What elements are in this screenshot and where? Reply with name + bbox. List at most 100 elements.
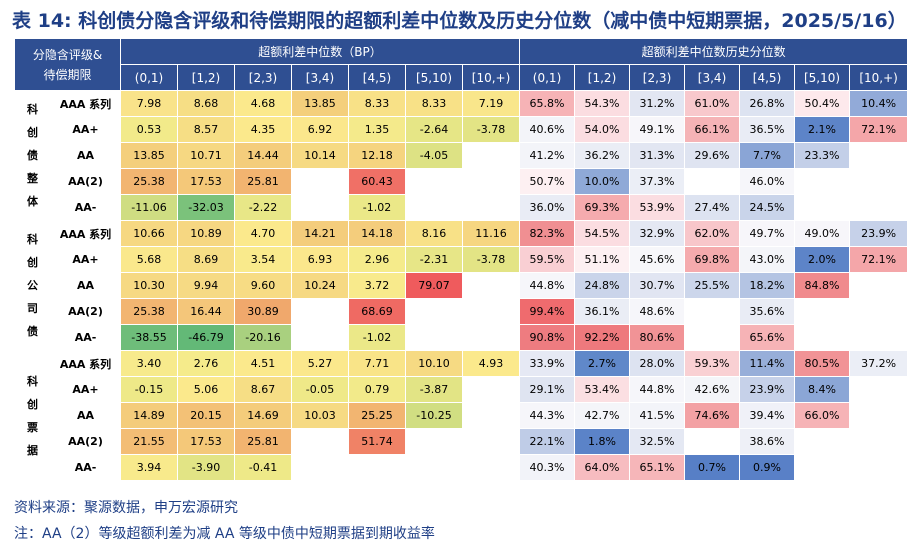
spread-table: 分隐含评级& 待偿期限 超额利差中位数（BP） 超额利差中位数历史分位数 (0,… (13, 38, 909, 481)
spread-cell: 4.68 (234, 90, 293, 117)
percentile-cell (849, 324, 909, 351)
percentile-cell: 74.6% (684, 402, 741, 429)
spread-cell: 6.93 (291, 246, 350, 273)
spread-cell: 17.53 (177, 168, 236, 195)
percentile-cell: 50.4% (794, 90, 851, 117)
spread-cell: 8.33 (405, 90, 464, 117)
table-row: 科创债整体 AAA 系列 7.98 8.68 4.68 13.85 8.33 8.33 7.19… (14, 90, 909, 221)
header-percentile-group: 超额利差中位数历史分位数 (519, 38, 909, 65)
table-row: AA(2) 25.38 17.53 25.81 60.43 50.7% 10.0% 37.3%… (15, 168, 909, 195)
spread-cell: 4.35 (234, 116, 293, 143)
group-label: 科创票据 (14, 350, 51, 481)
header-corner-line2: 待偿期限 (43, 67, 92, 82)
spread-cell (462, 272, 521, 299)
table-row: AA 10.30 9.94 9.60 10.24 3.72 79.07 44.8% 24.8% 3… (15, 272, 909, 299)
percentile-cell: 25.5% (684, 272, 741, 299)
spread-cell (405, 324, 464, 351)
percentile-cell: 37.2% (849, 350, 909, 377)
percentile-cell: 22.1% (519, 428, 576, 455)
spread-cell (405, 298, 464, 325)
percentile-cell: 54.5% (574, 220, 631, 247)
percentile-cell: 42.6% (684, 376, 741, 403)
percentile-cell (849, 168, 909, 195)
percentile-cell: 46.0% (739, 168, 796, 195)
spread-cell (462, 324, 521, 351)
spread-cell (462, 298, 521, 325)
rating-label: AAA 系列 (49, 350, 122, 377)
percentile-cell: 40.6% (519, 116, 576, 143)
spread-cell (462, 142, 521, 169)
spread-cell (405, 194, 464, 221)
spread-cell (462, 428, 521, 455)
percentile-cell: 61.0% (684, 90, 741, 117)
spread-cell: 7.98 (120, 90, 179, 117)
rating-label: AA- (49, 454, 122, 481)
spread-cell (462, 454, 521, 481)
spread-cell (291, 324, 350, 351)
percentile-cell: 92.2% (574, 324, 631, 351)
spread-cell: 8.33 (348, 90, 407, 117)
table-row: AA- 3.94 -3.90 -0.41 40.3% 64.0% 65.1% 0.7% 0.9% (15, 454, 909, 481)
header-spread-bucket: [2,3) (234, 64, 293, 91)
table-row: AA+ 5.68 8.69 3.54 6.93 2.96 -2.31 -3.78 59.5% 51… (15, 246, 909, 273)
rating-label: AA+ (49, 116, 122, 143)
spread-cell: 14.89 (120, 402, 179, 429)
spread-cell: 25.81 (234, 168, 293, 195)
table-row: AA- -11.06 -32.03 -2.22 -1.02 36.0% 69.3% 53.9%… (15, 194, 909, 221)
spread-cell: 1.35 (348, 116, 407, 143)
percentile-cell: 29.1% (519, 376, 576, 403)
table-row: AA(2) 25.38 16.44 30.89 68.69 99.4% 36.1% 48.6%… (15, 298, 909, 325)
spread-cell: 79.07 (405, 272, 464, 299)
spread-cell: 25.38 (120, 298, 179, 325)
percentile-cell: 66.0% (794, 402, 851, 429)
header-spread-bucket: (0,1) (120, 64, 179, 91)
rating-label: AA+ (49, 376, 122, 403)
spread-cell (462, 194, 521, 221)
percentile-cell: 10.0% (574, 168, 631, 195)
percentile-cell: 11.4% (739, 350, 796, 377)
spread-cell: 5.06 (177, 376, 236, 403)
percentile-cell (684, 168, 741, 195)
spread-cell: 4.93 (462, 350, 521, 377)
spread-cell: 13.85 (291, 90, 350, 117)
percentile-cell: 29.6% (684, 142, 741, 169)
percentile-cell: 41.5% (629, 402, 686, 429)
spread-cell: -10.25 (405, 402, 464, 429)
spread-cell: 8.67 (234, 376, 293, 403)
spread-cell: -4.05 (405, 142, 464, 169)
percentile-cell: 59.5% (519, 246, 576, 273)
percentile-cell: 72.1% (849, 116, 909, 143)
spread-cell (405, 428, 464, 455)
header-spread-bucket: [10,+) (462, 64, 521, 91)
percentile-cell: 54.0% (574, 116, 631, 143)
spread-cell: 14.69 (234, 402, 293, 429)
spread-cell: 4.70 (234, 220, 293, 247)
percentile-cell: 48.6% (629, 298, 686, 325)
percentile-cell: 23.9% (739, 376, 796, 403)
header-pct-bucket: [3,4) (684, 64, 741, 91)
spread-cell: 14.44 (234, 142, 293, 169)
header-pct-bucket: [5,10) (794, 64, 851, 91)
spread-cell: 10.14 (291, 142, 350, 169)
percentile-cell (849, 272, 909, 299)
percentile-cell: 0.7% (684, 454, 741, 481)
rating-label: AAA 系列 (49, 220, 122, 247)
header-spread-group: 超额利差中位数（BP） (120, 38, 521, 65)
percentile-cell: 53.4% (574, 376, 631, 403)
spread-cell: 9.60 (234, 272, 293, 299)
percentile-cell (849, 454, 909, 481)
spread-cell: -3.78 (462, 246, 521, 273)
spread-cell: -3.90 (177, 454, 236, 481)
rating-label: AA (49, 142, 122, 169)
spread-cell (405, 454, 464, 481)
spread-cell: -2.31 (405, 246, 464, 273)
spread-cell: 8.69 (177, 246, 236, 273)
table-row: 科创票据 AAA 系列 3.40 2.76 4.51 5.27 7.71 10.10 4.93 3… (14, 350, 909, 481)
rating-label: AA- (49, 194, 122, 221)
percentile-cell: 99.4% (519, 298, 576, 325)
percentile-cell: 38.6% (739, 428, 796, 455)
spread-cell: -38.55 (120, 324, 179, 351)
header-spread-bucket: [1,2) (177, 64, 236, 91)
percentile-cell: 32.5% (629, 428, 686, 455)
spread-cell: 7.71 (348, 350, 407, 377)
